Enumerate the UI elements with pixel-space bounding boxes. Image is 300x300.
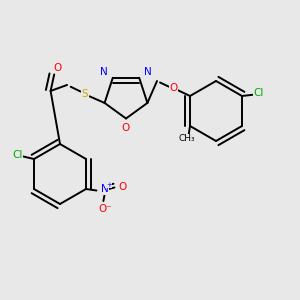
Text: O: O [122, 123, 130, 133]
Text: O: O [169, 83, 178, 94]
Text: Cl: Cl [12, 149, 23, 160]
Text: N: N [101, 184, 109, 194]
Text: N: N [144, 68, 152, 77]
Text: O: O [53, 63, 61, 73]
Text: S: S [82, 89, 88, 99]
Text: Cl: Cl [253, 88, 264, 98]
Text: N: N [100, 68, 108, 77]
Text: +: + [106, 182, 112, 188]
Text: O: O [119, 182, 127, 192]
Text: O⁻: O⁻ [98, 204, 112, 214]
Text: CH₃: CH₃ [179, 134, 195, 143]
